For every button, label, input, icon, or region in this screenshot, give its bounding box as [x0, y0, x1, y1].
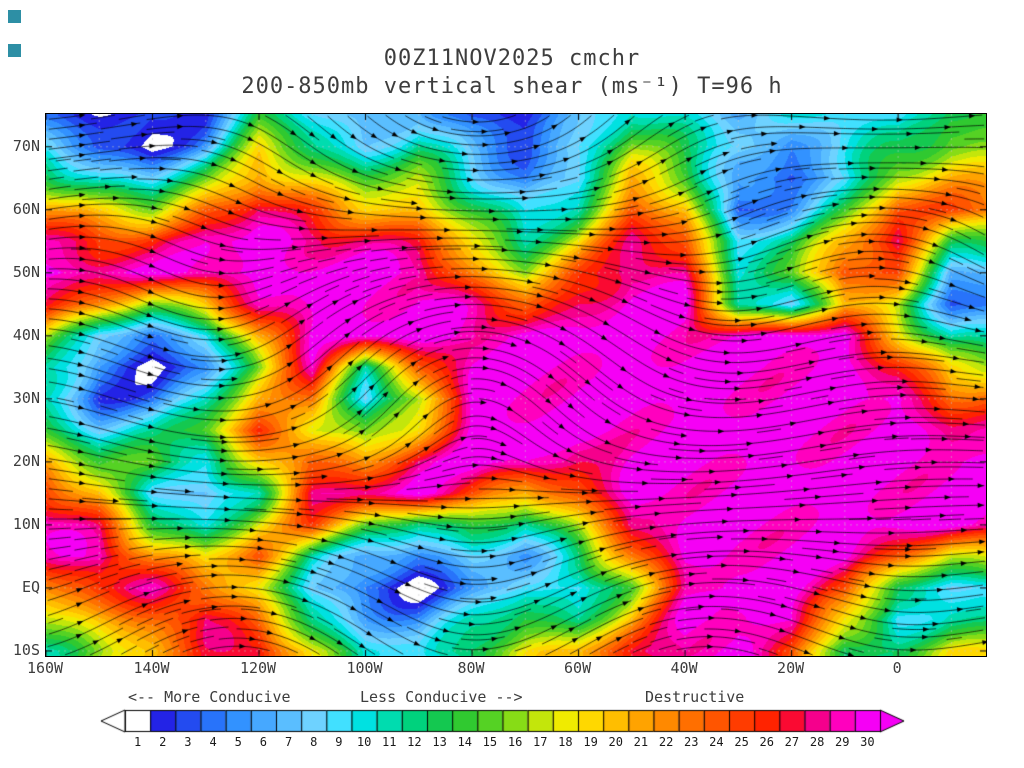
- colorbar-tick-label: 3: [184, 735, 192, 749]
- colorbar-tick-label: 8: [310, 735, 318, 749]
- lon-tick-label: 60W: [564, 659, 592, 677]
- colorbar-tick-label: 28: [809, 735, 825, 749]
- colorbar-tick-label: 5: [234, 735, 242, 749]
- shear-map-frame: [45, 113, 987, 657]
- colorbar-label-more-conducive: <-- More Conducive: [128, 688, 291, 706]
- colorbar-tick-label: 4: [209, 735, 217, 749]
- teal-square-marker: [8, 44, 21, 57]
- colorbar-tick-label: 29: [835, 735, 850, 749]
- colorbar-tick-label: 20: [608, 735, 623, 749]
- colorbar-tick-label: 7: [284, 735, 293, 749]
- colorbar-tick-label: 14: [457, 735, 472, 749]
- colorbar-tick-label: 13: [432, 735, 447, 749]
- colorbar-tick-label: 2: [159, 735, 167, 749]
- lat-tick-label: 40N: [12, 325, 40, 344]
- colorbar-label-less-conducive: Less Conducive -->: [360, 688, 523, 706]
- plot-title: 00Z11NOV2025 cmchr 200-850mb vertical sh…: [0, 46, 1024, 99]
- lon-tick-label: 160W: [26, 659, 64, 677]
- colorbar-tick-label: 27: [784, 735, 800, 749]
- colorbar-tick-label: 21: [633, 735, 649, 749]
- colorbar-tick-label: 17: [533, 735, 548, 749]
- title-field-line: 200-850mb vertical shear (ms⁻¹) T=96 h: [241, 74, 783, 99]
- lat-tick-label: 10S: [12, 640, 40, 659]
- lon-tick-label: 20W: [777, 659, 805, 677]
- colorbar-tick-label: 6: [259, 735, 268, 749]
- colorbar-tick-label: 25: [734, 735, 749, 749]
- lat-tick-label: 30N: [12, 388, 40, 407]
- lat-tick-label: 70N: [12, 136, 40, 155]
- colorbar-tick-label: 19: [583, 735, 598, 749]
- colorbar-tick-label: 11: [382, 735, 397, 749]
- lon-tick-label: 100W: [346, 659, 383, 677]
- colorbar-tick-label: 22: [658, 735, 674, 749]
- colorbar-tick-label: 15: [482, 735, 498, 749]
- lat-tick-label: 50N: [12, 262, 40, 281]
- colorbar-label-destructive: Destructive: [645, 688, 745, 706]
- colorbar-tick-label: 12: [407, 735, 422, 749]
- lon-tick-label: 40W: [670, 659, 698, 677]
- colorbar-tick-label: 30: [860, 735, 875, 749]
- title-run-line: 00Z11NOV2025 cmchr: [383, 46, 641, 71]
- colorbar: [0, 705, 1024, 739]
- lat-tick-label: 60N: [12, 199, 40, 218]
- lat-tick-label: EQ: [21, 577, 40, 596]
- shear-field-canvas: [46, 114, 986, 656]
- colorbar-tick-label: 24: [709, 735, 724, 749]
- lon-tick-label: 120W: [239, 659, 277, 677]
- colorbar-tick-label: 26: [759, 735, 774, 749]
- lat-tick-label: 20N: [12, 451, 40, 470]
- lat-tick-label: 10N: [12, 514, 40, 533]
- teal-square-marker: [8, 10, 21, 23]
- colorbar-tick-label: 23: [684, 735, 699, 749]
- colorbar-tick-label: 18: [558, 735, 573, 749]
- colorbar-tick-label: 10: [356, 735, 372, 749]
- colorbar-tick-label: 16: [507, 735, 523, 749]
- lon-tick-label: 80W: [457, 659, 485, 677]
- lon-tick-label: 140W: [133, 659, 170, 677]
- colorbar-tick-label: 1: [133, 735, 142, 749]
- lon-tick-label: 0: [892, 659, 902, 677]
- colorbar-tick-label: 9: [335, 735, 343, 749]
